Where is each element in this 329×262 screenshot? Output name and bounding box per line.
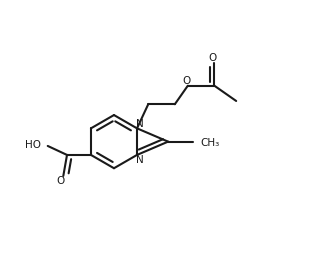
Text: O: O bbox=[182, 77, 190, 86]
Text: O: O bbox=[57, 176, 65, 186]
Text: O: O bbox=[208, 53, 216, 63]
Text: CH₃: CH₃ bbox=[200, 138, 219, 148]
Text: N: N bbox=[136, 119, 144, 129]
Text: N: N bbox=[136, 155, 144, 165]
Text: HO: HO bbox=[25, 140, 41, 150]
